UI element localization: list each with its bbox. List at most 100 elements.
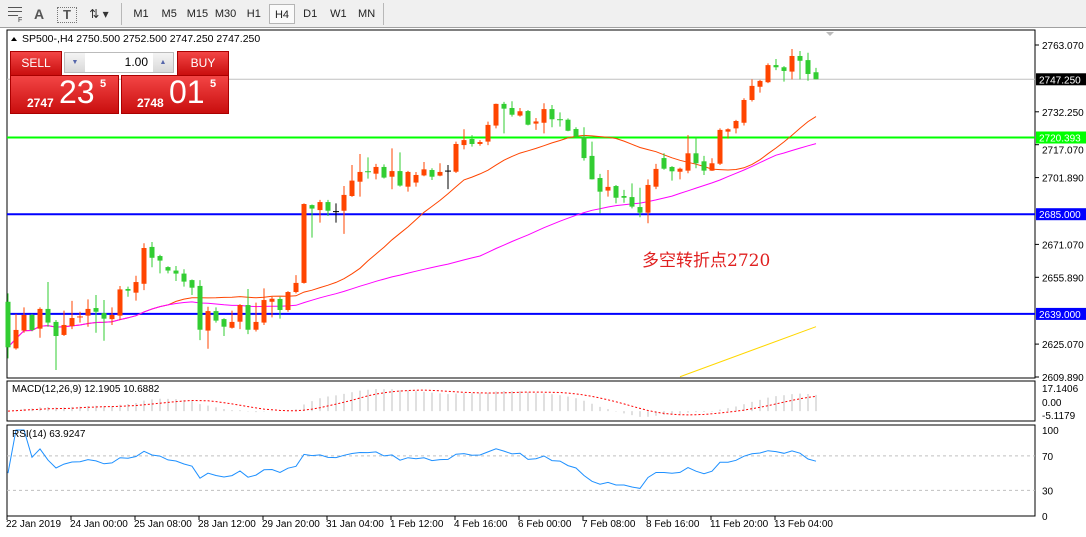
price-axis-label: 2763.070 bbox=[1042, 41, 1084, 52]
timeframe-m15-button[interactable]: M15 bbox=[186, 8, 209, 20]
candle bbox=[701, 155, 707, 175]
candle-body bbox=[141, 248, 147, 284]
time-axis-label: 11 Feb 20:00 bbox=[710, 519, 769, 530]
candle-body bbox=[765, 65, 771, 83]
timeframe-h4-button[interactable]: H4 bbox=[269, 4, 295, 24]
time-axis-label: 24 Jan 00:00 bbox=[70, 519, 128, 530]
candle bbox=[461, 129, 467, 150]
candle-body bbox=[293, 282, 299, 293]
candle bbox=[557, 112, 563, 127]
timeframe-m5-button[interactable]: M5 bbox=[161, 8, 177, 20]
candle bbox=[421, 161, 427, 177]
candle bbox=[653, 163, 659, 190]
candle-body bbox=[397, 171, 403, 186]
crosshair-grid-icon[interactable]: F bbox=[4, 4, 26, 24]
buy-price[interactable]: 2748 01 5 bbox=[121, 74, 229, 114]
candle-body bbox=[541, 109, 547, 123]
candle bbox=[629, 183, 635, 209]
candle-body bbox=[669, 166, 675, 172]
candle-body bbox=[221, 319, 227, 327]
candle bbox=[37, 307, 43, 338]
candle-body bbox=[109, 314, 115, 320]
candle-body bbox=[381, 166, 387, 178]
candle bbox=[685, 135, 691, 174]
macd-axis-label: 0.00 bbox=[1042, 398, 1062, 409]
candle bbox=[373, 163, 379, 180]
candle bbox=[397, 152, 403, 187]
candle bbox=[245, 288, 251, 335]
timeframe-m30-button[interactable]: M30 bbox=[214, 8, 237, 20]
candle-body bbox=[757, 80, 763, 87]
time-axis-label: 13 Feb 04:00 bbox=[774, 519, 833, 530]
candle bbox=[717, 128, 723, 166]
sell-button[interactable]: SELL bbox=[10, 51, 62, 75]
candle bbox=[293, 275, 299, 294]
candle-body bbox=[197, 285, 203, 330]
time-axis-label: 28 Jan 12:00 bbox=[198, 519, 256, 530]
volume-increase-button[interactable]: ▲ bbox=[153, 53, 173, 72]
text-icon[interactable]: A bbox=[33, 6, 45, 22]
candle-body bbox=[549, 109, 555, 120]
rsi-axis-label: 70 bbox=[1042, 452, 1054, 463]
candle bbox=[61, 310, 67, 337]
candle bbox=[805, 52, 811, 81]
macd-axis-label: 17.1406 bbox=[1042, 384, 1079, 395]
candle-body bbox=[813, 72, 819, 80]
candle-body bbox=[613, 186, 619, 198]
candle bbox=[213, 307, 219, 323]
price-badge-label: 2720.393 bbox=[1039, 133, 1081, 144]
collapse-triangle-icon[interactable] bbox=[11, 37, 17, 41]
text-label-icon[interactable]: T bbox=[57, 7, 77, 23]
candle bbox=[221, 318, 227, 337]
candle-body bbox=[709, 163, 715, 171]
candle bbox=[525, 109, 531, 126]
candle-body bbox=[261, 300, 267, 323]
candle-body bbox=[309, 205, 315, 209]
candle bbox=[101, 300, 107, 341]
price-axis-label: 2701.890 bbox=[1042, 174, 1084, 185]
candle bbox=[253, 302, 259, 332]
candle bbox=[301, 203, 307, 284]
candle bbox=[341, 186, 347, 234]
candle bbox=[261, 288, 267, 325]
candle-body bbox=[389, 171, 395, 177]
macd-axis-label: -5.1179 bbox=[1042, 411, 1076, 422]
volume-decrease-button[interactable]: ▼ bbox=[65, 53, 85, 72]
main-pane-frame bbox=[6, 29, 1036, 379]
candle bbox=[741, 98, 747, 126]
candle-body bbox=[685, 153, 691, 171]
candle-body bbox=[525, 111, 531, 125]
candle-body bbox=[341, 194, 347, 211]
candle-body bbox=[437, 171, 443, 176]
timeframe-h1-button[interactable]: H1 bbox=[246, 8, 261, 20]
candle-body bbox=[213, 311, 219, 321]
candle bbox=[317, 199, 323, 223]
buy-button[interactable]: BUY bbox=[177, 51, 229, 75]
candle-body bbox=[645, 184, 651, 213]
candle-body bbox=[405, 171, 411, 187]
candle bbox=[109, 307, 115, 325]
buy-price-main: 01 bbox=[169, 74, 205, 110]
candle bbox=[605, 169, 611, 197]
volume-stepper[interactable]: ▼ 1.00 ▲ bbox=[64, 52, 174, 73]
candle bbox=[125, 286, 131, 297]
candle-body bbox=[13, 329, 19, 349]
toolbar-separator bbox=[121, 3, 122, 25]
candle-body bbox=[37, 308, 43, 329]
timeframe-m1-button[interactable]: M1 bbox=[133, 8, 149, 20]
timeframe-w1-button[interactable]: W1 bbox=[330, 8, 347, 20]
candle bbox=[813, 67, 819, 80]
candle-body bbox=[637, 207, 643, 213]
candle bbox=[53, 319, 59, 371]
candle bbox=[509, 101, 515, 117]
sell-price[interactable]: 2747 23 5 bbox=[10, 74, 119, 114]
volume-input[interactable]: 1.00 bbox=[124, 55, 148, 69]
sell-price-main: 23 bbox=[59, 74, 95, 110]
timeframe-mn-button[interactable]: MN bbox=[358, 8, 376, 20]
arrows-icon[interactable]: ⇅ ▾ bbox=[89, 7, 109, 21]
chart-annotation-text: 多空转折点2720 bbox=[642, 251, 771, 271]
timeframe-d1-button[interactable]: D1 bbox=[303, 8, 318, 20]
candle-body bbox=[749, 85, 755, 100]
candle-body bbox=[117, 289, 123, 316]
